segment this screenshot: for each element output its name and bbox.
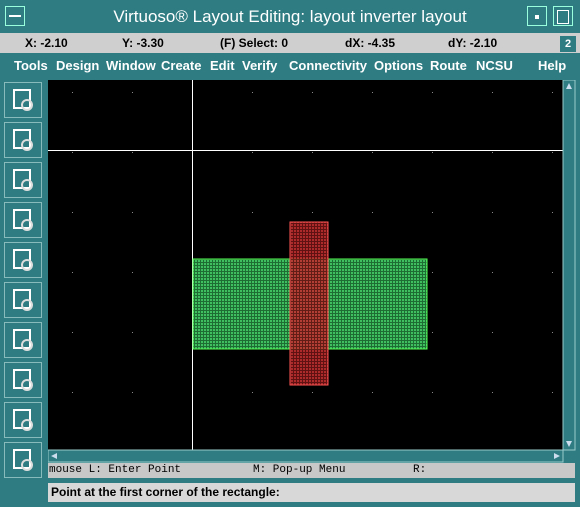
grid-dot (552, 212, 553, 213)
grid-dot (372, 392, 373, 393)
grid-dot (432, 392, 433, 393)
grid-dot (312, 92, 313, 93)
tool-button[interactable] (4, 202, 42, 238)
menu-item[interactable]: Window (106, 58, 156, 73)
dx-coord: dX: -4.35 (345, 36, 396, 50)
tool-icon (13, 449, 33, 471)
grid-dot (432, 212, 433, 213)
grid-dot (492, 392, 493, 393)
menu-item[interactable]: Options (374, 58, 424, 73)
grid-dot (552, 272, 553, 273)
grid-dot (132, 332, 133, 333)
grid-dot (432, 92, 433, 93)
grid-dot (312, 212, 313, 213)
grid-dot (132, 152, 133, 153)
tool-button[interactable] (4, 362, 42, 398)
grid-dot (552, 152, 553, 153)
tool-button[interactable] (4, 242, 42, 278)
menu-item[interactable]: Help (538, 58, 567, 73)
status-bar: X: -2.10 Y: -3.30 (F) Select: 0 dX: -4.3… (0, 33, 580, 53)
menu-item[interactable]: Tools (14, 58, 48, 73)
grid-dot (132, 392, 133, 393)
grid-dot (552, 92, 553, 93)
grid-dot (372, 92, 373, 93)
menu-item[interactable]: Verify (242, 58, 278, 73)
select-count: (F) Select: 0 (220, 36, 289, 50)
grid-dot (492, 152, 493, 153)
grid-dot (72, 332, 73, 333)
tool-button[interactable] (4, 162, 42, 198)
grid-dot (492, 92, 493, 93)
grid-dot (72, 92, 73, 93)
menu-item[interactable]: NCSU (476, 58, 513, 73)
tool-icon (13, 409, 33, 431)
menu-bar: Tools Design Window Create Edit Verify Connect… (0, 55, 580, 77)
grid-dot (552, 392, 553, 393)
tool-icon (13, 329, 33, 351)
tool-icon (13, 369, 33, 391)
grid-dot (372, 212, 373, 213)
grid-dot (252, 92, 253, 93)
tool-button[interactable] (4, 282, 42, 318)
poly-rect[interactable] (289, 221, 329, 386)
grid-dot (252, 212, 253, 213)
window-number: 2 (560, 36, 576, 52)
tool-icon (13, 89, 33, 111)
mouse-right: R: (413, 464, 427, 476)
menu-item[interactable]: Route (430, 58, 467, 73)
prompt-line: Point at the first corner of the rectang… (48, 483, 575, 502)
grid-dot (72, 392, 73, 393)
mouse-left: mouse L: Enter Point (49, 464, 182, 476)
tool-button[interactable] (4, 442, 42, 478)
tool-icon (13, 129, 33, 151)
tool-icon (13, 209, 33, 231)
menu-item[interactable]: Design (56, 58, 100, 73)
y-coord: Y: -3.30 (122, 36, 164, 50)
tool-button[interactable] (4, 402, 42, 438)
grid-dot (312, 392, 313, 393)
minimize-button[interactable] (527, 6, 547, 26)
grid-dot (132, 272, 133, 273)
tool-button[interactable] (4, 322, 42, 358)
grid-dot (492, 272, 493, 273)
mouse-bar: mouse L: Enter Point M: Pop-up Menu R: (48, 463, 575, 478)
grid-dot (72, 212, 73, 213)
grid-dot (252, 392, 253, 393)
tool-icon (13, 169, 33, 191)
tool-button[interactable] (4, 122, 42, 158)
mouse-middle: M: Pop-up Menu (253, 464, 346, 476)
grid-dot (432, 152, 433, 153)
x-coord: X: -2.10 (25, 36, 68, 50)
toolbar (4, 80, 46, 480)
grid-dot (372, 152, 373, 153)
grid-dot (432, 332, 433, 333)
tool-button[interactable] (4, 82, 42, 118)
maximize-button[interactable] (553, 6, 573, 26)
menu-item[interactable]: Connectivity (289, 58, 368, 73)
grid-dot (72, 272, 73, 273)
grid-dot (432, 272, 433, 273)
dy-coord: dY: -2.10 (448, 36, 498, 50)
grid-dot (72, 152, 73, 153)
menu-item[interactable]: Edit (210, 58, 235, 73)
title-bar: Virtuoso® Layout Editing: layout inverte… (0, 0, 580, 33)
grid-dot (492, 332, 493, 333)
window-title: Virtuoso® Layout Editing: layout inverte… (113, 7, 467, 26)
grid-dot (492, 212, 493, 213)
window-menu-button[interactable] (5, 6, 25, 26)
tool-icon (13, 249, 33, 271)
grid-dot (312, 152, 313, 153)
menu-item[interactable]: Create (161, 58, 202, 73)
horizontal-scrollbar[interactable] (48, 449, 564, 463)
canvas-area (48, 80, 576, 463)
grid-dot (252, 152, 253, 153)
vertical-scrollbar[interactable] (562, 80, 576, 451)
grid-dot (552, 332, 553, 333)
grid-dot (132, 92, 133, 93)
grid-dot (132, 212, 133, 213)
tool-icon (13, 289, 33, 311)
